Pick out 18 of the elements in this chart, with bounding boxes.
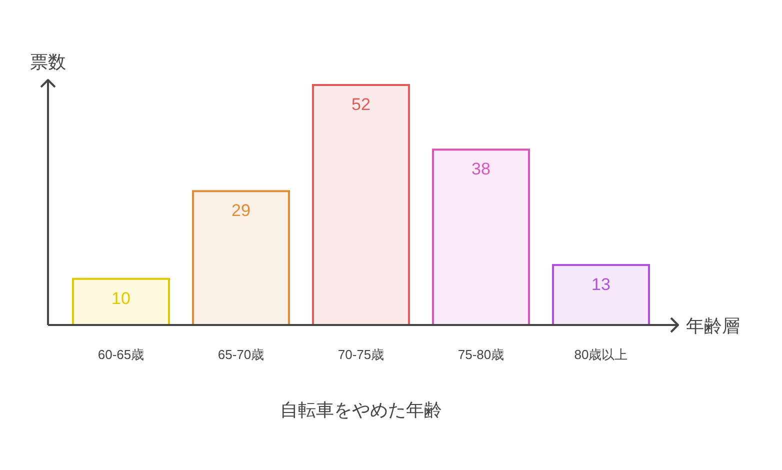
data-label: 29 — [232, 201, 250, 220]
y-axis-title: 票数 — [30, 52, 66, 72]
data-label: 13 — [592, 275, 610, 294]
data-label: 10 — [112, 288, 130, 308]
x-axis-title: 年齢層 — [686, 316, 740, 336]
data-label: 38 — [472, 160, 490, 179]
bar — [192, 190, 290, 326]
x-tick-label: 75-80歳 — [458, 347, 504, 362]
x-tick-label: 65-70歳 — [218, 347, 264, 362]
text: 自転車をやめた年齢 — [280, 400, 442, 420]
x-tick-label: 60-65歳 — [98, 347, 144, 362]
bar — [72, 278, 170, 326]
x-tick-label: 70-75歳 — [338, 347, 384, 362]
bar — [432, 148, 530, 326]
x-tick-label: 80歳以上 — [574, 347, 628, 362]
data-label: 52 — [352, 95, 370, 114]
bar — [552, 264, 650, 326]
bar — [312, 84, 410, 326]
